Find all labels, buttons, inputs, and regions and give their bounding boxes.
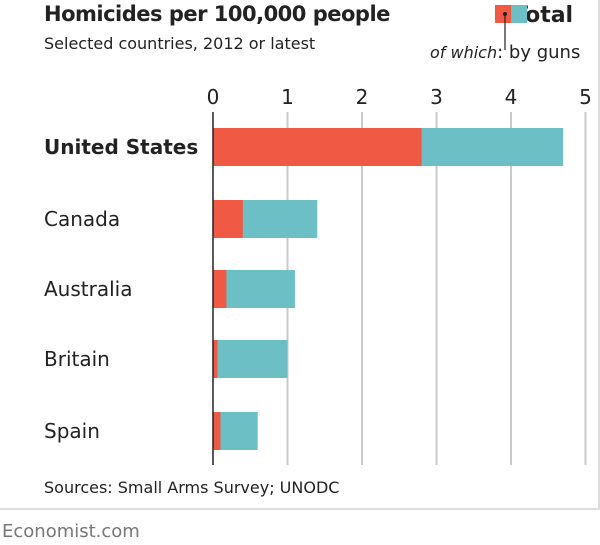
bar-total (213, 270, 295, 308)
category-label: Canada (44, 207, 120, 231)
legend-total-swatch (511, 5, 527, 23)
x-tick-label: 3 (430, 85, 443, 109)
category-label: Britain (44, 347, 110, 371)
chart-subtitle: Selected countries, 2012 or latest (44, 34, 316, 53)
chart-source: Sources: Small Arms Survey; UNODC (44, 478, 340, 497)
bar-guns (213, 200, 243, 238)
bar-total (213, 340, 288, 378)
x-tick-label: 5 (579, 85, 592, 109)
legend-of-which: of which (430, 43, 498, 62)
category-label: United States (44, 135, 198, 159)
footer-credit: Economist.com (2, 521, 140, 542)
bar-guns (213, 340, 218, 378)
chart-title: Homicides per 100,000 people (44, 2, 390, 26)
bar-guns (213, 270, 227, 308)
category-label: Australia (44, 277, 132, 301)
legend-guns-label: of which: by guns (430, 42, 580, 63)
bar-guns (213, 128, 422, 166)
x-tick-label: 4 (505, 85, 518, 109)
x-tick-label: 2 (356, 85, 369, 109)
x-tick-label: 1 (281, 85, 294, 109)
x-tick-label: 0 (207, 85, 220, 109)
category-label: Spain (44, 419, 100, 443)
legend-guns-text: : by guns (497, 42, 581, 63)
chart-panel (0, 0, 600, 510)
bar-guns (213, 412, 221, 450)
